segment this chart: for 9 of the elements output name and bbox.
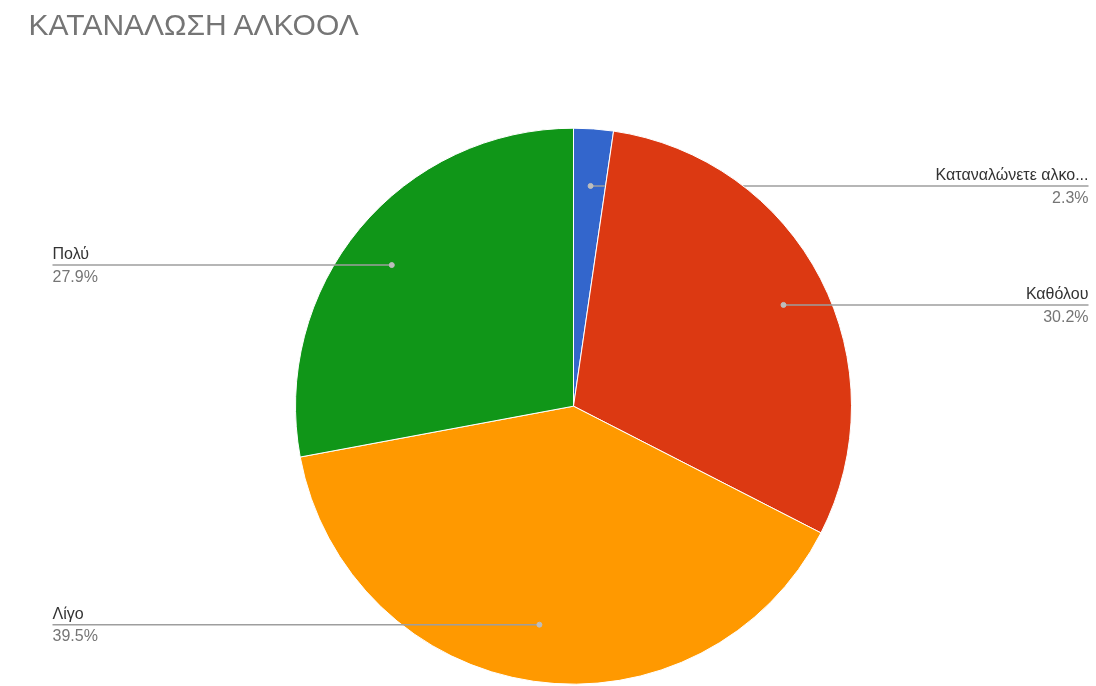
- chart-title: ΚΑΤΑΝΑΛΩΣΗ ΑΛΚΟΟΛ: [28, 7, 359, 41]
- data-label: 2.3%: [1052, 188, 1089, 206]
- slice-label: Πολύ: [52, 245, 90, 263]
- data-label: 27.9%: [52, 267, 98, 285]
- slice-label: Λίγο: [52, 604, 84, 622]
- data-label: 30.2%: [1043, 307, 1089, 325]
- data-label: 39.5%: [52, 627, 98, 645]
- slice-label: Καθόλου: [1025, 285, 1089, 303]
- slice-label: Καταναλώνετε αλκο...: [935, 166, 1089, 184]
